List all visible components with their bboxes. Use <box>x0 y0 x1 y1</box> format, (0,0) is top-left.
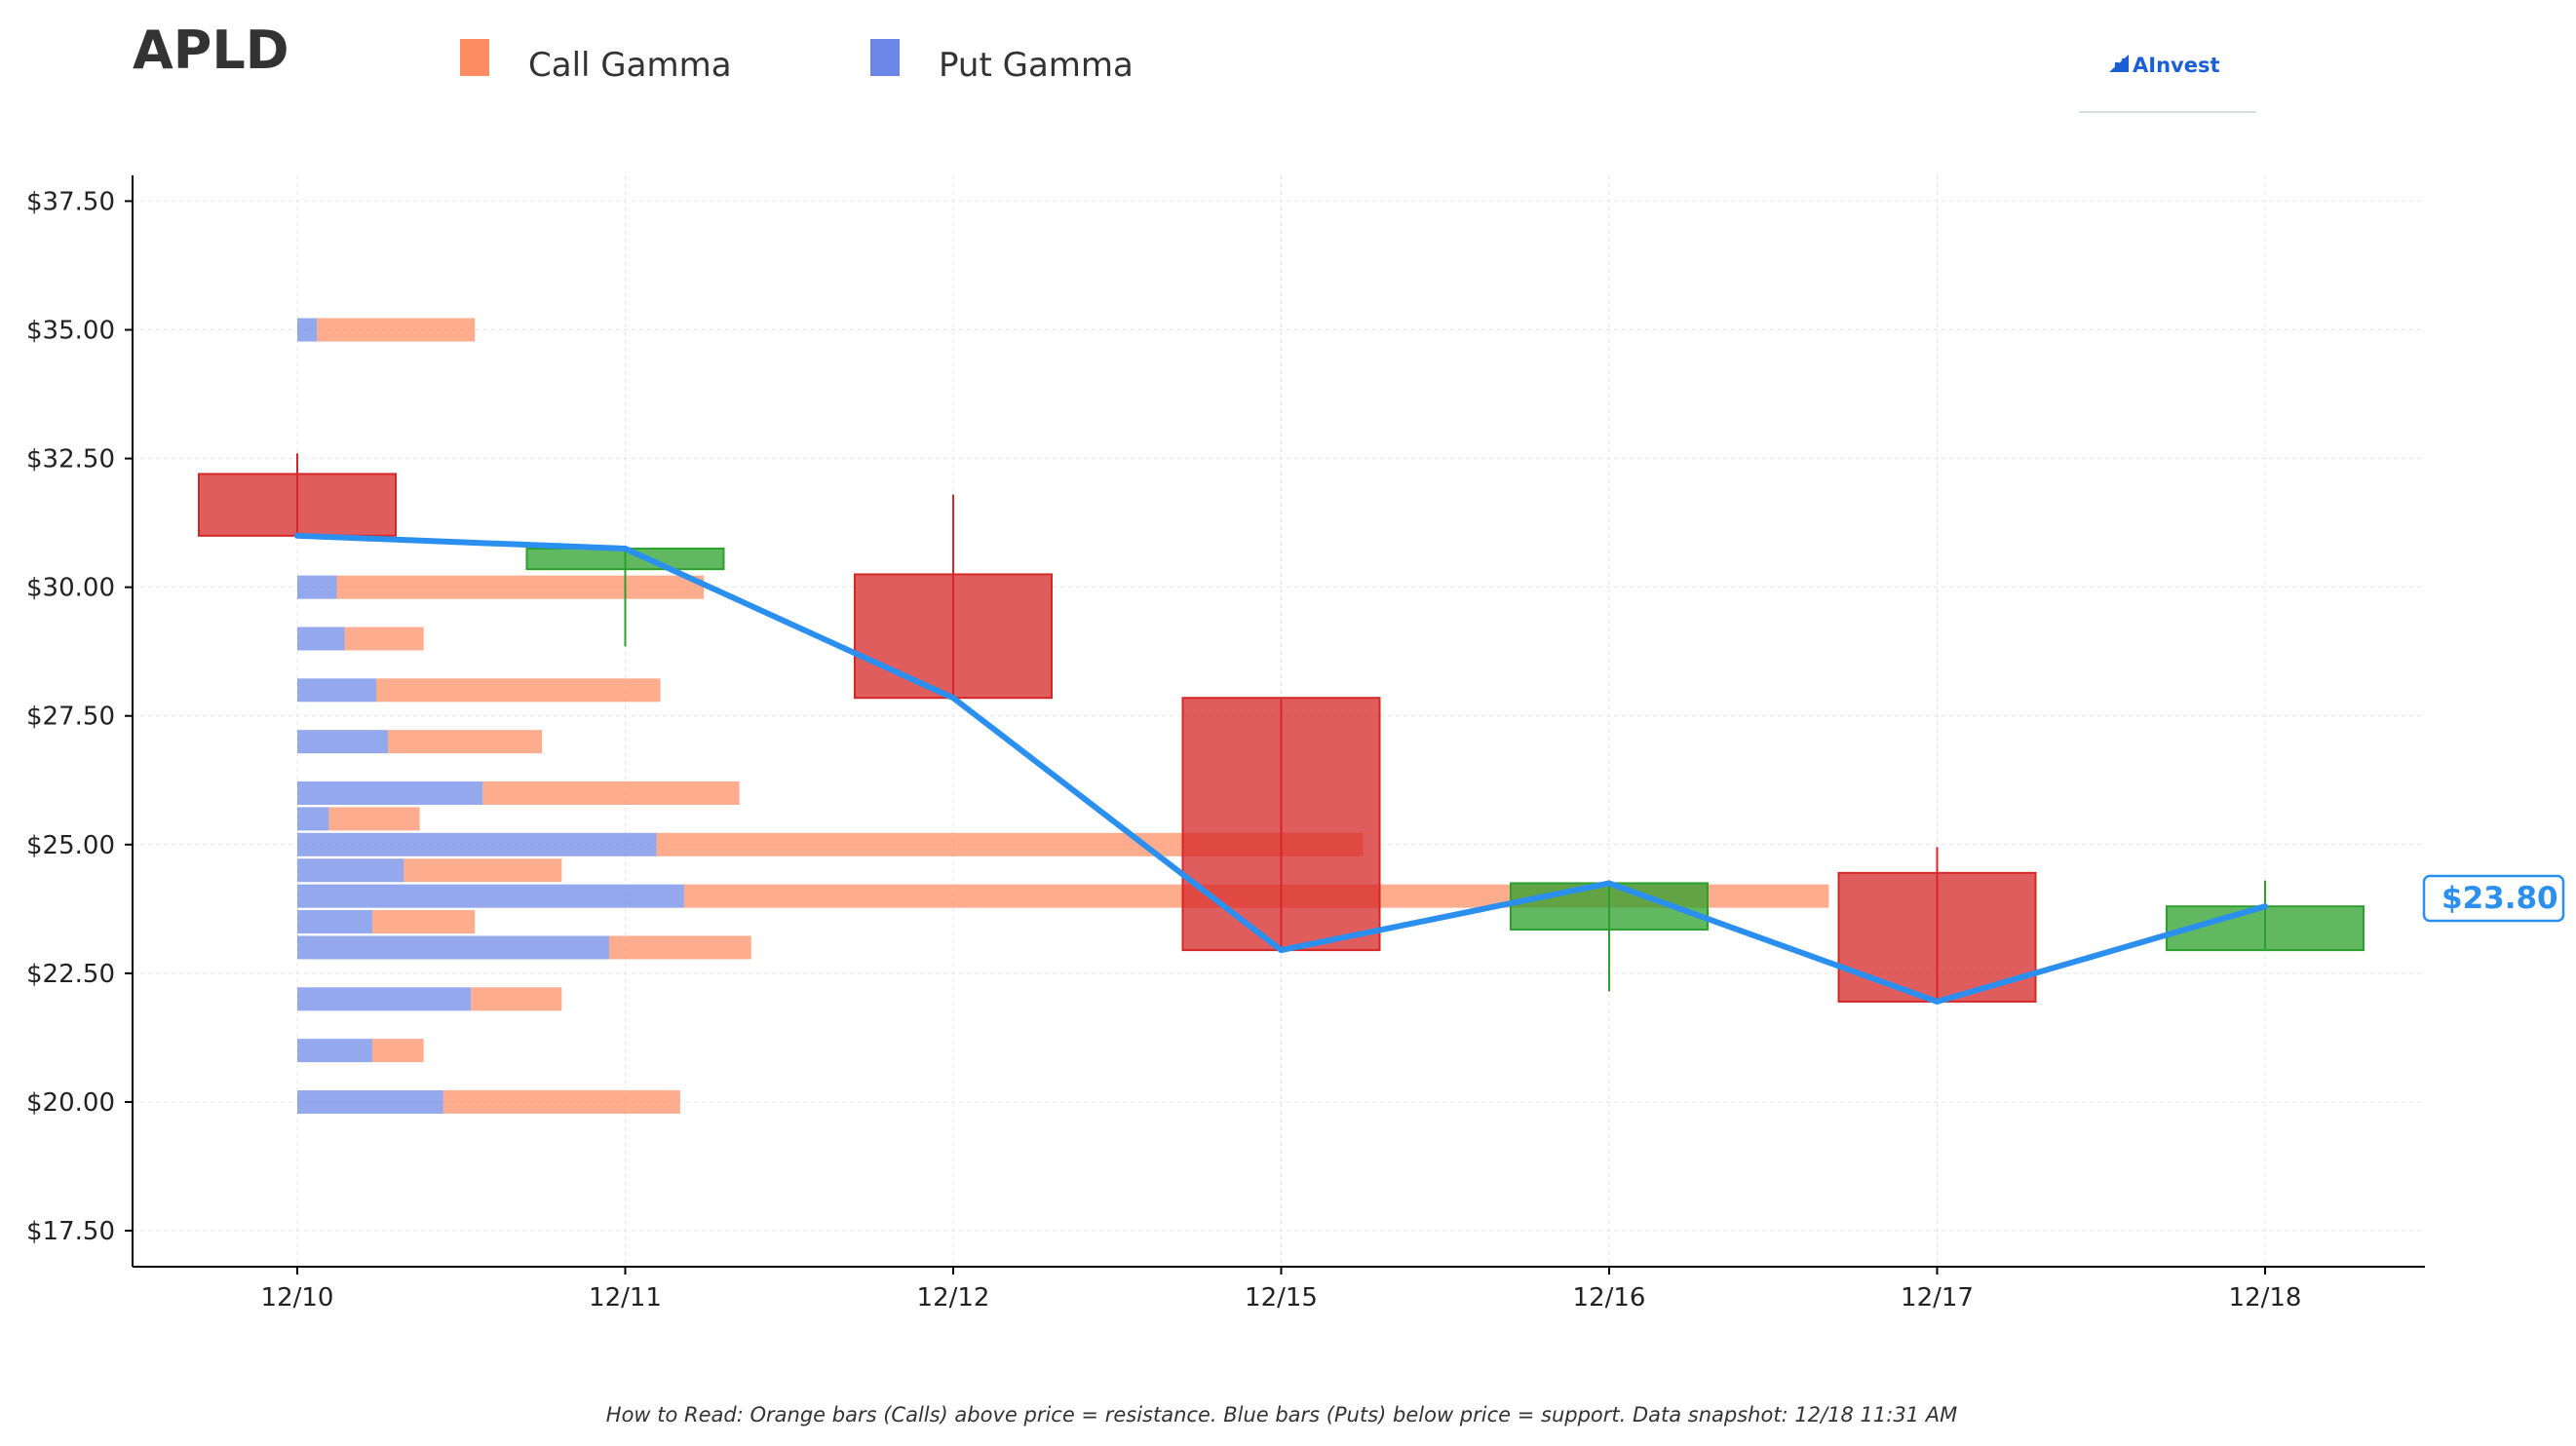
put-gamma-bar <box>297 318 318 342</box>
x-tick-label: 12/12 <box>917 1283 990 1313</box>
x-tick-label: 12/15 <box>1245 1283 1318 1313</box>
put-gamma-bar <box>297 987 472 1011</box>
current-price-badge: $23.80 <box>2422 874 2565 923</box>
call-gamma-bar <box>328 807 420 831</box>
y-tick-label: $17.50 <box>26 1217 115 1246</box>
y-tick-label: $37.50 <box>26 187 115 216</box>
put-gamma-bar <box>297 1039 372 1063</box>
ticker-title: APLD <box>133 19 289 81</box>
put-gamma-bar <box>297 832 657 856</box>
call-gamma-bar <box>344 627 424 651</box>
call-gamma-bar <box>442 1089 680 1114</box>
put-gamma-bar <box>297 1089 443 1114</box>
close-point <box>950 695 956 702</box>
put-gamma-bar <box>297 884 684 908</box>
y-tick-label: $22.50 <box>26 960 115 989</box>
logo-chart-icon <box>2109 55 2129 72</box>
tick-labels: $17.50 $20.00 $22.50 $25.00 $27.50 $30.00 $32.… <box>26 187 2301 1313</box>
put-gamma-bar <box>297 807 329 831</box>
legend-call-swatch <box>460 39 489 76</box>
price-badge-box <box>2422 874 2565 923</box>
x-tick-label: 12/10 <box>261 1283 334 1313</box>
close-price-line <box>294 532 2268 1005</box>
put-gamma-bar <box>297 858 404 883</box>
close-point <box>1278 947 1285 954</box>
y-tick-label: $35.00 <box>26 316 115 345</box>
call-gamma-bar <box>371 910 476 934</box>
x-tick-label: 12/16 <box>1573 1283 1646 1313</box>
axes <box>125 175 2425 1275</box>
call-gamma-bar <box>317 318 476 342</box>
put-gamma-bar <box>297 575 337 599</box>
y-tick-label: $30.00 <box>26 574 115 603</box>
put-gamma-bar <box>297 730 389 754</box>
call-gamma-bar <box>371 1039 424 1063</box>
candle-body <box>1181 697 1381 952</box>
call-gamma-bar <box>388 730 543 754</box>
current-price-label: $23.80 <box>2441 881 2558 916</box>
call-gamma-bar <box>608 935 751 960</box>
x-tick-label: 12/18 <box>2229 1283 2302 1313</box>
put-gamma-bar <box>297 678 376 703</box>
x-tick-label: 12/11 <box>589 1283 662 1313</box>
brand-name: AInvest <box>2133 54 2220 77</box>
candle-body <box>198 473 397 537</box>
close-point <box>1934 998 1941 1005</box>
call-gamma-bar <box>404 858 562 883</box>
put-gamma-bar <box>297 627 345 651</box>
call-gamma-bar <box>336 575 705 599</box>
put-gamma-bar <box>297 935 609 960</box>
call-gamma-bar <box>471 987 562 1011</box>
y-tick-label: $27.50 <box>26 703 115 732</box>
y-tick-label: $20.00 <box>26 1088 115 1118</box>
close-point <box>294 532 300 539</box>
legend: Call Gamma Put Gamma <box>460 39 1134 85</box>
legend-put-label: Put Gamma <box>939 46 1134 85</box>
put-gamma-bar <box>297 910 372 934</box>
x-tick-label: 12/17 <box>1901 1283 1974 1313</box>
call-gamma-bar <box>376 678 661 703</box>
legend-call-label: Call Gamma <box>528 46 732 85</box>
footnote: How to Read: Orange bars (Calls) above p… <box>606 1403 1957 1427</box>
close-point <box>2262 903 2268 910</box>
legend-put-swatch <box>870 39 900 76</box>
close-point <box>622 546 629 552</box>
candle-body <box>854 573 1053 700</box>
ainvest-logo: AInvest <box>2079 54 2256 113</box>
y-tick-label: $32.50 <box>26 445 115 475</box>
call-gamma-bar <box>482 780 740 805</box>
y-tick-label: $25.00 <box>26 831 115 860</box>
put-gamma-bar <box>297 780 483 805</box>
close-point <box>1606 880 1612 887</box>
